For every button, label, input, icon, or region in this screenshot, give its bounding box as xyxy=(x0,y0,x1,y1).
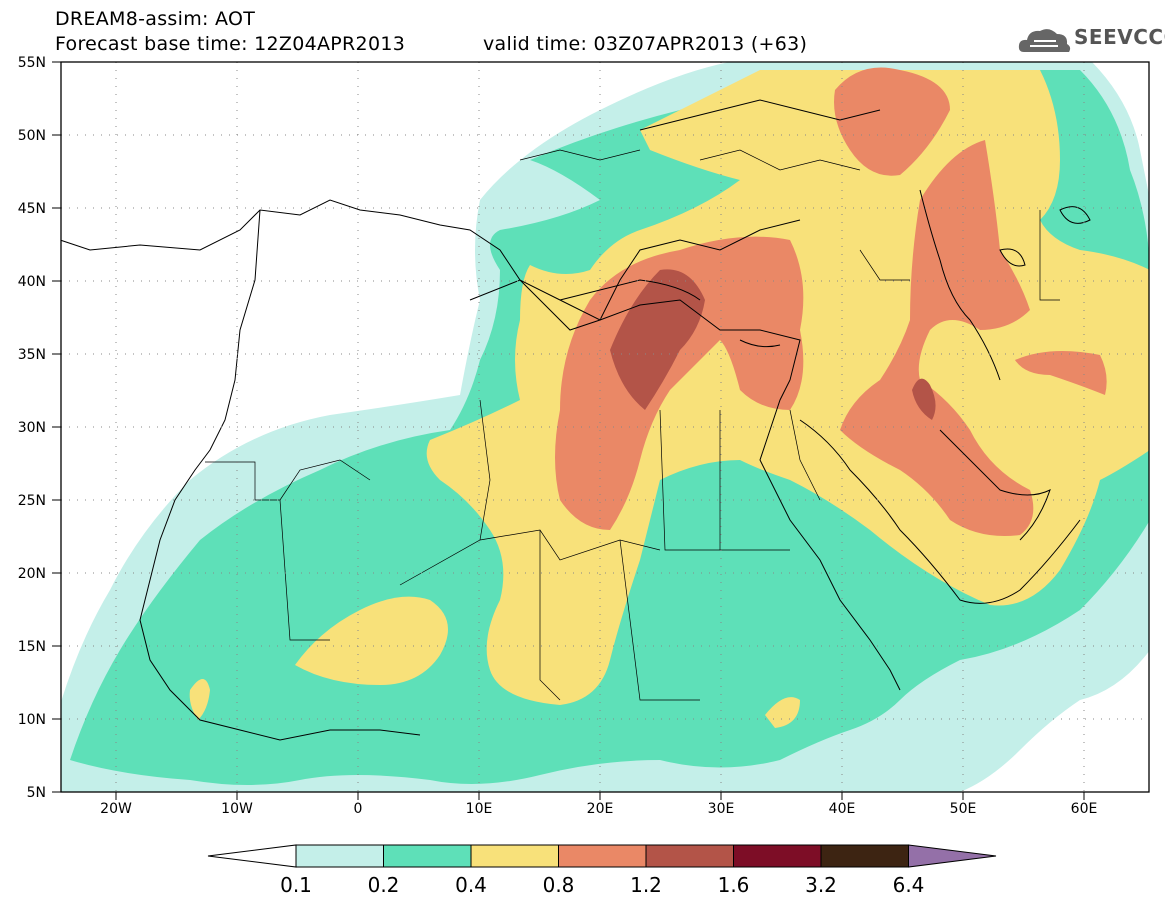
logo-text: SEEVCCC xyxy=(1074,25,1165,49)
lon-label: 30E xyxy=(708,801,735,817)
lon-label: 10E xyxy=(466,801,493,817)
aot-band-0.4 xyxy=(189,679,210,720)
colorbar-over-arrow xyxy=(908,844,997,868)
colorbar-bin xyxy=(645,844,734,868)
colorbar-bin xyxy=(733,844,822,868)
lon-label: 60E xyxy=(1071,801,1098,817)
aot-band-1.2 xyxy=(610,269,705,410)
lon-label: 0 xyxy=(354,801,363,817)
lat-label: 25N xyxy=(18,493,46,509)
aot-band-0.4 xyxy=(765,697,800,728)
lat-label: 40N xyxy=(18,274,46,290)
lon-label: 20E xyxy=(587,801,614,817)
lat-label: 20N xyxy=(18,566,46,582)
aot-band-0.4 xyxy=(295,596,448,685)
country-borders xyxy=(205,149,1060,701)
lat-label: 30N xyxy=(18,420,46,436)
aot-band-0.8 xyxy=(555,236,804,530)
lon-label: 10W xyxy=(221,801,253,817)
colorbar-bin xyxy=(470,844,559,868)
colorbar-label: 1.6 xyxy=(717,873,750,897)
colorbar-label: 3.2 xyxy=(805,873,837,897)
lat-label: 5N xyxy=(27,785,46,801)
colorbar-label: 0.2 xyxy=(367,873,400,897)
colorbar-label: 0.8 xyxy=(542,873,575,897)
colorbar-label: 1.2 xyxy=(630,873,662,897)
lat-label: 55N xyxy=(18,55,46,71)
lon-label: 20W xyxy=(100,801,132,817)
lat-label: 45N xyxy=(18,201,46,217)
lon-label: 50E xyxy=(950,801,977,817)
lon-label: 40E xyxy=(829,801,856,817)
colorbar-bin xyxy=(295,844,384,868)
lat-label: 10N xyxy=(18,712,46,728)
cloud-icon xyxy=(1018,29,1071,52)
lat-label: 15N xyxy=(18,639,46,655)
aot-band-0.8 xyxy=(840,140,1034,536)
aot-band-0.8 xyxy=(1015,351,1107,395)
colorbar-label: 6.4 xyxy=(892,873,925,897)
base-time: Forecast base time: 12Z04APR2013 xyxy=(55,33,406,55)
aot-band-1.2 xyxy=(912,378,936,420)
aot-band-0.8 xyxy=(834,67,950,176)
colorbar-bin xyxy=(820,844,909,868)
colorbar-label: 0.4 xyxy=(455,873,487,897)
colorbar-label: 0.1 xyxy=(280,873,312,897)
valid-time: valid time: 03Z07APR2013 (+63) xyxy=(483,33,808,55)
colorbar xyxy=(207,844,997,868)
lat-label: 50N xyxy=(18,128,46,144)
coastlines xyxy=(61,99,1091,741)
colorbar-bin xyxy=(383,844,472,868)
lat-label: 35N xyxy=(18,347,46,363)
ticks xyxy=(52,61,1085,800)
map-title: DREAM8-assim: AOT xyxy=(55,8,256,30)
gridlines xyxy=(61,62,1149,792)
colorbar-under-arrow xyxy=(207,844,297,868)
lon-labels: 20W 10W 0 10E 20E 30E 40E 50E 60E xyxy=(100,801,1097,817)
colorbar-bin xyxy=(558,844,647,868)
lat-labels: 55N 50N 45N 40N 35N 30N 25N 20N 15N 10N … xyxy=(18,55,46,801)
